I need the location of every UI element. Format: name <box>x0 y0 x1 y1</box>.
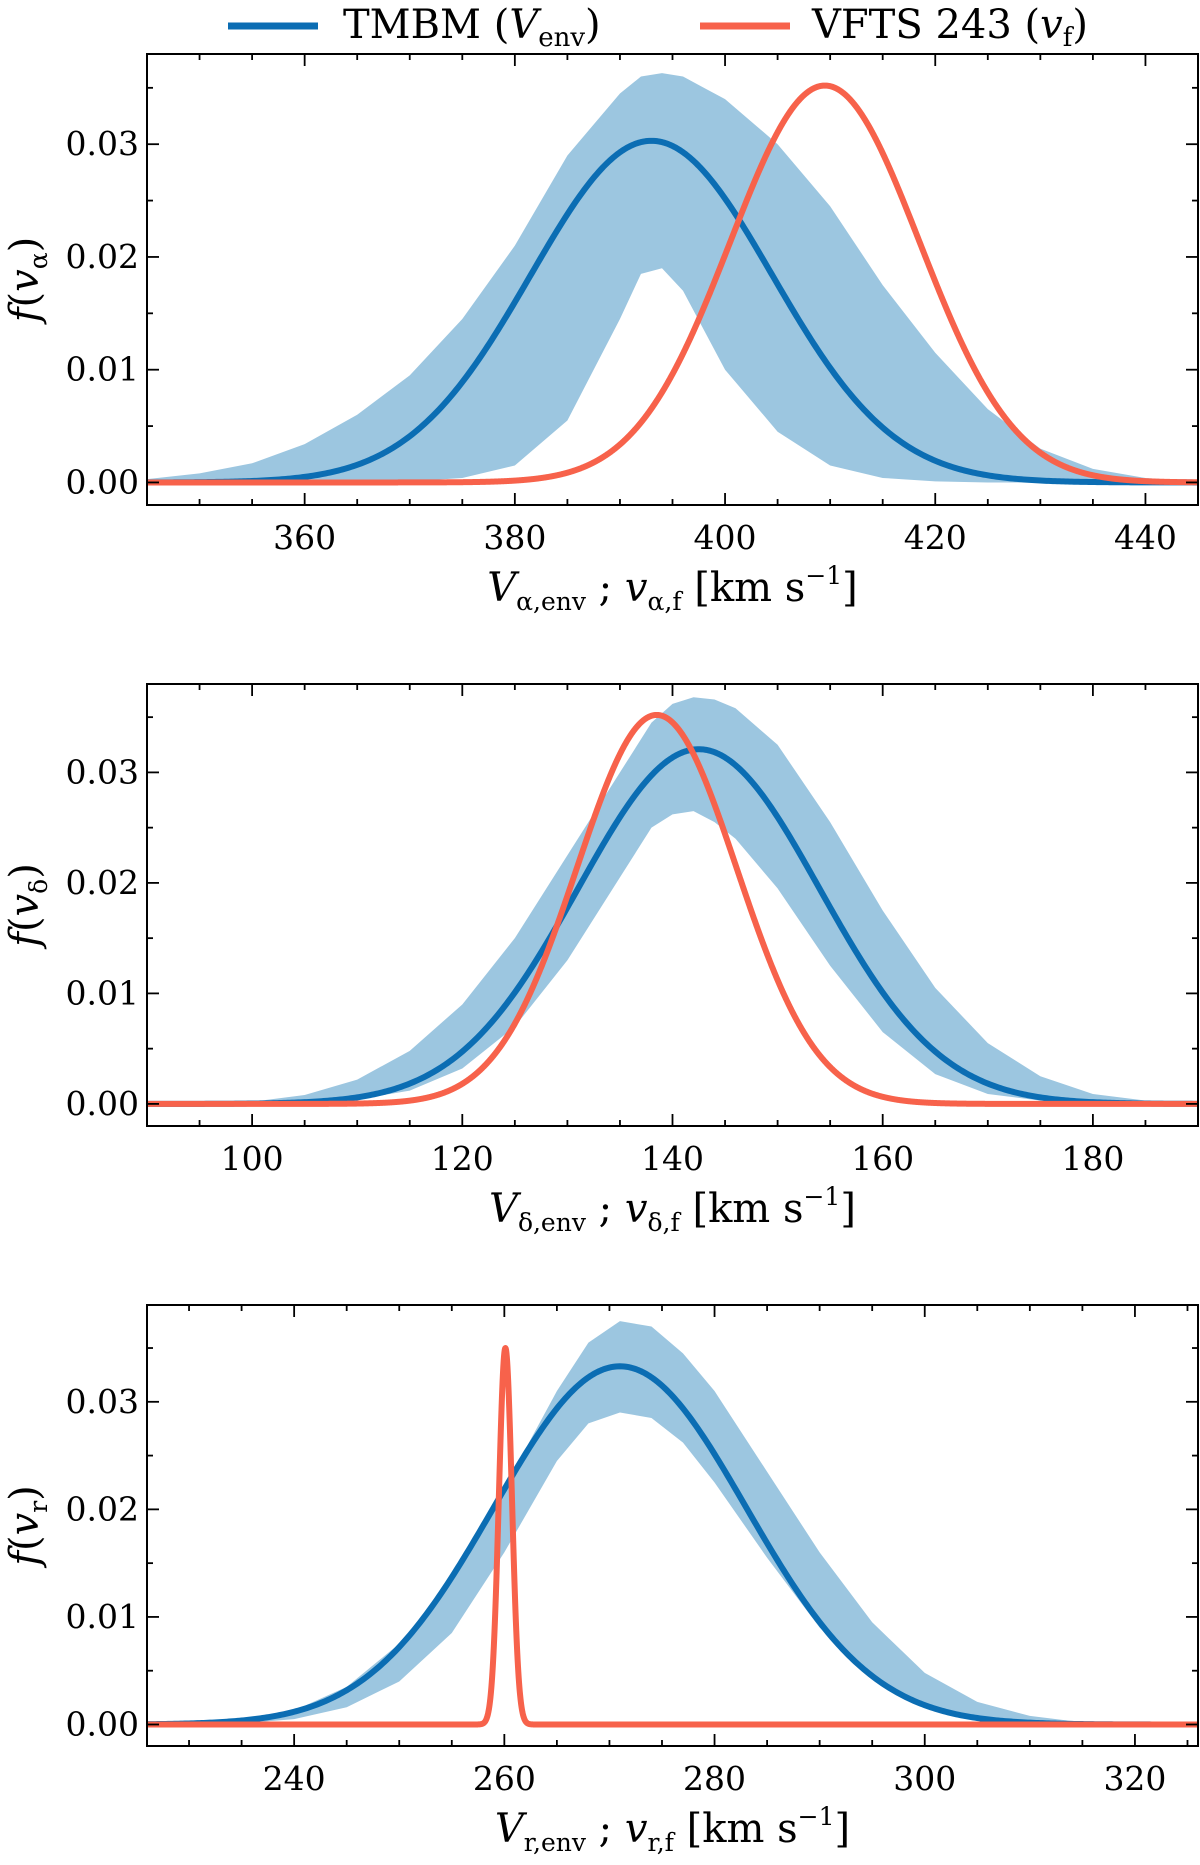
y-tick-label-delta: 0.02 <box>66 863 139 902</box>
y-tick-label-alpha: 0.03 <box>66 124 139 163</box>
x-tick-label-alpha: 440 <box>1114 518 1177 557</box>
x-tick-label-delta: 180 <box>1061 1139 1124 1178</box>
legend: TMBM (Venv) VFTS 243 (vf) <box>228 2 1088 53</box>
legend-tmbm-label: TMBM (Venv) <box>343 2 601 53</box>
tmbm-band-radial <box>147 1321 1198 1725</box>
tmbm-band-alpha <box>147 73 1198 483</box>
y-tick-label-radial: 0.02 <box>66 1489 139 1528</box>
panel-radial: 240 260 280 300 320 0.00 0.01 0.02 0.03 Vr,env ; … <box>2 1304 1199 1857</box>
x-tick-label-delta: 160 <box>851 1139 914 1178</box>
x-tick-label-radial: 260 <box>473 1759 536 1798</box>
tmbm-band-delta <box>147 697 1198 1104</box>
y-tick-label-alpha: 0.01 <box>66 350 139 389</box>
y-axis-label-radial: f(vr) <box>2 1485 53 1569</box>
x-tick-label-delta: 140 <box>641 1139 704 1178</box>
panel-delta: 100 120 140 160 180 0.00 0.01 0.02 0.03 Vδ,env ; … <box>2 683 1199 1237</box>
x-tick-label-radial: 280 <box>683 1759 746 1798</box>
y-axis-label-delta: f(vδ) <box>2 863 53 950</box>
y-tick-label-radial: 0.01 <box>66 1597 139 1636</box>
x-tick-label-alpha: 420 <box>904 518 967 557</box>
x-tick-label-alpha: 400 <box>694 518 757 557</box>
y-tick-label-delta: 0.00 <box>66 1084 139 1123</box>
vfts-line-delta <box>147 711 1198 1107</box>
vfts-line-radial <box>147 1345 1198 1728</box>
axes-frame-radial <box>146 1304 1199 1747</box>
y-tick-label-delta: 0.01 <box>66 973 139 1012</box>
x-tick-label-delta: 100 <box>221 1139 284 1178</box>
legend-vfts-label: VFTS 243 (vf) <box>811 2 1088 53</box>
x-tick-label-radial: 300 <box>893 1759 956 1798</box>
y-axis-label-alpha: f(vα) <box>2 237 53 326</box>
y-tick-label-delta: 0.03 <box>66 752 139 791</box>
tmbm-line-alpha <box>147 137 1198 486</box>
y-tick-label-alpha: 0.00 <box>66 462 139 501</box>
y-tick-label-alpha: 0.02 <box>66 237 139 276</box>
x-tick-label-radial: 320 <box>1103 1759 1166 1798</box>
x-axis-label-radial: Vr,env ; vr,f [km s−1] <box>495 1802 850 1857</box>
y-tick-label-radial: 0.00 <box>66 1704 139 1743</box>
x-axis-label-alpha: Vα,env ; vα,f [km s−1] <box>487 561 858 616</box>
x-tick-label-radial: 240 <box>263 1759 326 1798</box>
x-axis-label-delta: Vδ,env ; vδ,f [km s−1] <box>489 1182 856 1237</box>
panel-alpha: 360 380 400 420 440 0.00 0.01 0.02 0.03 Vα,env ; … <box>2 53 1199 616</box>
y-tick-label-radial: 0.03 <box>66 1382 139 1421</box>
x-tick-label-delta: 120 <box>431 1139 494 1178</box>
vfts-line-alpha <box>147 82 1198 486</box>
x-tick-label-alpha: 360 <box>273 518 336 557</box>
x-tick-label-alpha: 380 <box>483 518 546 557</box>
